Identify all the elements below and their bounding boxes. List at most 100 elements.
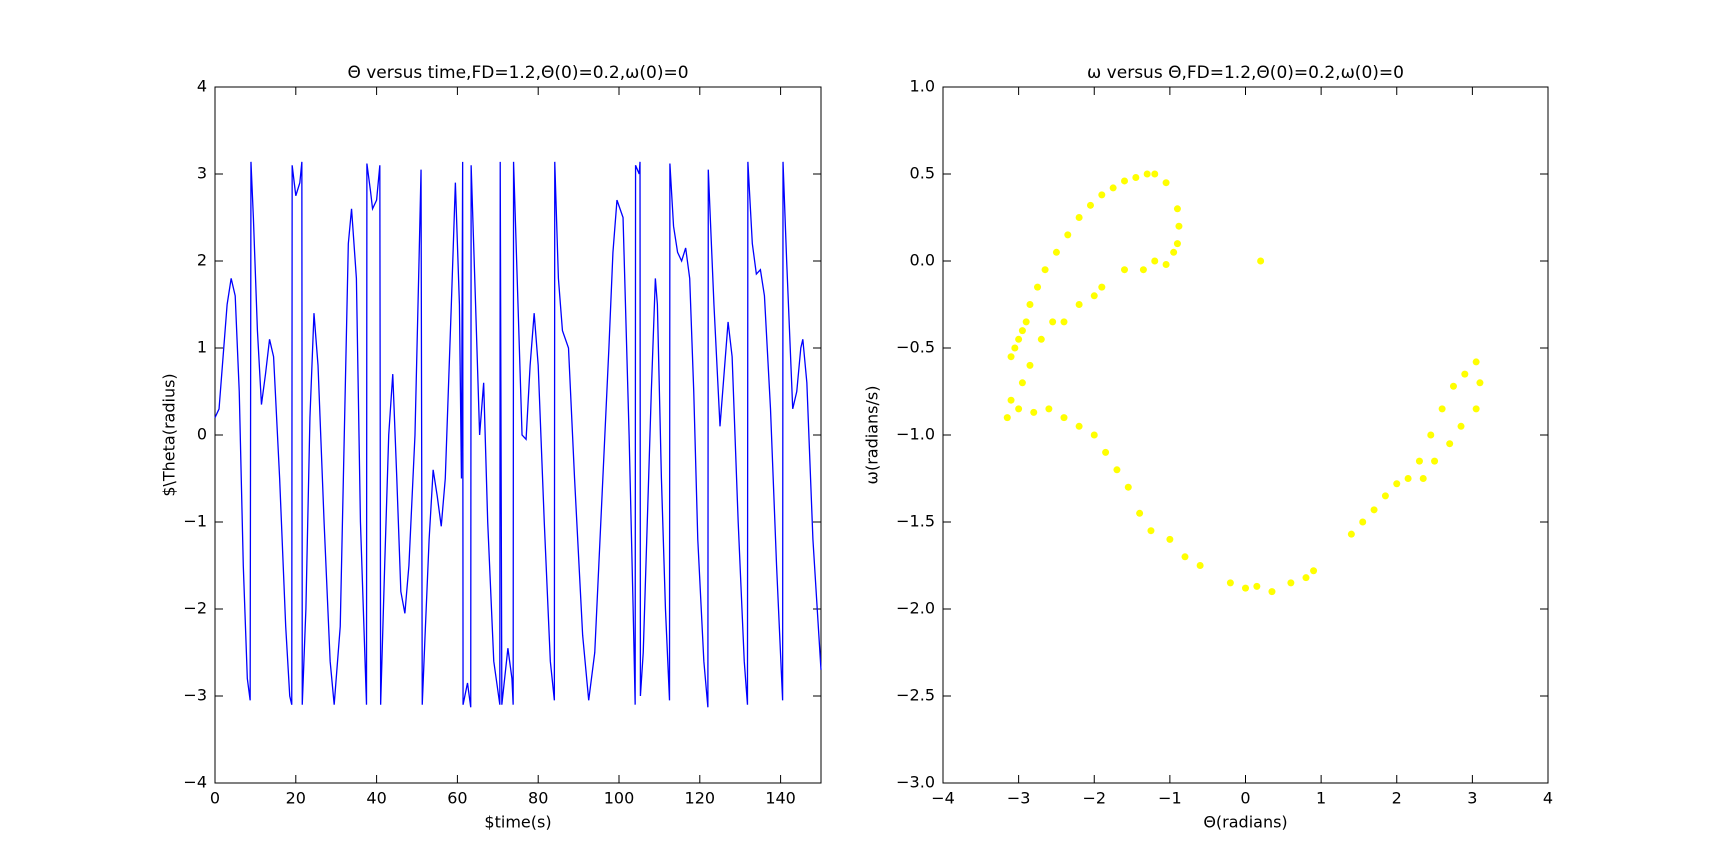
data-point — [1049, 318, 1057, 326]
x-axis-label: Θ(radians) — [1203, 813, 1287, 832]
x-tick-label: −4 — [931, 789, 955, 808]
data-point — [1196, 562, 1204, 569]
data-point — [1124, 483, 1132, 491]
data-point — [1030, 408, 1038, 416]
data-line — [214, 161, 822, 708]
data-point — [1359, 518, 1367, 526]
data-point — [1045, 405, 1053, 413]
y-tick-label: −4 — [183, 773, 207, 792]
data-point — [1461, 370, 1469, 378]
chart-title: Θ versus time,FD=1.2,Θ(0)=0.2,ω(0)=0 — [347, 63, 688, 83]
x-axis-label: $time(s) — [484, 813, 551, 832]
y-axis-label: $\Theta(radius) — [160, 373, 179, 496]
data-point — [1415, 457, 1423, 465]
data-point — [1026, 301, 1034, 308]
y-tick-label: −2 — [183, 599, 207, 618]
data-point — [1253, 582, 1261, 590]
data-point — [1162, 179, 1170, 187]
plot-frame — [214, 86, 822, 784]
data-point — [1015, 405, 1023, 413]
data-point — [1449, 382, 1457, 390]
data-point — [1015, 335, 1023, 343]
data-point — [1151, 170, 1159, 178]
data-point — [1060, 414, 1068, 422]
data-point — [1075, 422, 1083, 430]
x-tick-label: 140 — [765, 789, 796, 808]
y-tick-label: −2.5 — [896, 686, 935, 705]
data-point — [1007, 396, 1015, 404]
data-point — [1098, 191, 1106, 199]
y-tick-label: 3 — [197, 164, 207, 183]
data-point — [1472, 405, 1480, 413]
x-tick-label: 0 — [210, 789, 220, 808]
data-point — [1419, 475, 1427, 482]
x-tick-label: 40 — [366, 789, 386, 808]
x-tick-label: 100 — [604, 789, 635, 808]
y-tick-label: −3.0 — [896, 773, 935, 792]
data-point — [1347, 530, 1355, 538]
y-tick-label: −0.5 — [896, 338, 935, 357]
data-point — [1151, 257, 1159, 265]
data-point — [1472, 358, 1480, 366]
x-tick-label: 60 — [447, 789, 467, 808]
data-point — [1438, 405, 1446, 413]
y-tick-label: −1 — [183, 512, 207, 531]
data-point — [1175, 222, 1183, 230]
data-point — [1446, 440, 1454, 448]
data-point — [1393, 480, 1401, 488]
x-tick-label: 80 — [528, 789, 548, 808]
data-point — [1257, 257, 1265, 265]
data-point — [1109, 184, 1117, 192]
data-point — [1404, 475, 1412, 482]
y-tick-label: −3 — [183, 686, 207, 705]
y-tick-label: 0 — [197, 425, 207, 444]
x-tick-label: 120 — [685, 789, 716, 808]
y-tick-label: 2 — [197, 251, 207, 270]
data-point — [1121, 177, 1128, 185]
data-point — [1170, 248, 1178, 256]
y-tick-label: −1.0 — [896, 425, 935, 444]
data-point — [1086, 201, 1094, 209]
x-tick-label: 4 — [1543, 789, 1553, 808]
x-tick-label: −2 — [1082, 789, 1106, 808]
data-point — [1302, 574, 1310, 582]
plot-frame — [942, 86, 1549, 784]
data-point — [1136, 509, 1144, 517]
y-tick-label: −2.0 — [896, 599, 935, 618]
data-point — [1476, 379, 1484, 387]
data-point — [1018, 327, 1026, 335]
x-tick-label: 0 — [1240, 789, 1250, 808]
data-point — [1431, 457, 1439, 465]
data-point — [1173, 240, 1181, 248]
data-point — [1075, 301, 1083, 308]
data-point — [1132, 173, 1140, 181]
data-point — [1139, 266, 1147, 274]
data-point — [1242, 584, 1249, 592]
x-tick-label: 2 — [1392, 789, 1402, 808]
data-point — [1098, 283, 1106, 291]
data-point — [1268, 588, 1276, 596]
data-point — [1457, 422, 1465, 430]
data-point — [1018, 379, 1026, 387]
x-tick-label: 3 — [1467, 789, 1477, 808]
y-tick-label: 0.0 — [910, 251, 935, 270]
data-point — [1113, 466, 1121, 474]
data-point — [1052, 248, 1060, 256]
data-point — [1147, 527, 1155, 535]
data-point — [1287, 579, 1295, 587]
data-point — [1166, 535, 1174, 543]
y-tick-label: 0.5 — [910, 164, 935, 183]
data-point — [1060, 318, 1068, 326]
y-axis-label: ω(radians/s) — [863, 386, 882, 485]
data-point — [1173, 205, 1181, 213]
data-point — [1381, 492, 1389, 500]
data-point — [1370, 506, 1378, 514]
data-point — [1090, 292, 1098, 300]
data-point — [1226, 579, 1234, 587]
y-tick-label: 4 — [197, 77, 207, 96]
data-point — [1007, 353, 1015, 361]
data-point — [1121, 266, 1128, 274]
data-point — [1162, 260, 1170, 268]
x-tick-label: −1 — [1158, 789, 1182, 808]
